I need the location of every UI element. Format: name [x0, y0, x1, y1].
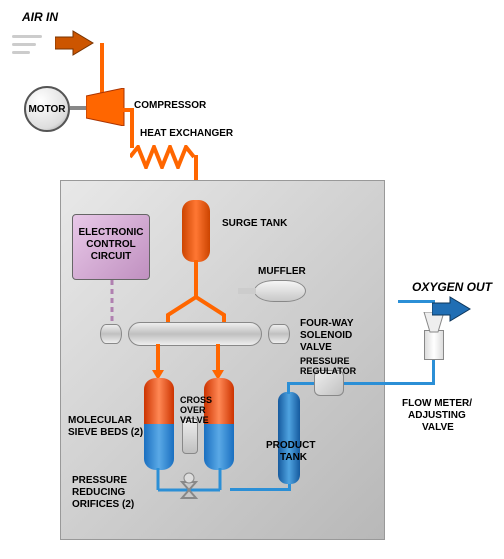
air-in-arrow-icon	[55, 28, 99, 58]
pipe-reg-flow-h	[344, 382, 434, 385]
ecc-line3: CIRCUIT	[73, 251, 149, 263]
air-in-label: AIR IN	[22, 10, 58, 24]
flow-label2: ADJUSTING	[408, 410, 466, 422]
solenoid-body	[128, 322, 262, 346]
oxygen-out-arrow-icon	[432, 294, 476, 324]
motor: MOTOR	[24, 86, 70, 132]
ecc-line1: ELECTRONIC	[73, 227, 149, 239]
compressor-label: COMPRESSOR	[134, 100, 206, 112]
pr-label2: REDUCING	[72, 487, 125, 499]
solenoid-cap-right	[268, 324, 290, 344]
sieve-label2: SIEVE BEDS (2)	[68, 427, 143, 439]
surge-tank-label: SURGE TANK	[222, 218, 287, 230]
flow-label1: FLOW METER/	[402, 398, 472, 410]
oxygen-out-label: OXYGEN OUT	[412, 280, 492, 294]
product-tank	[278, 392, 300, 484]
solenoid-label1: FOUR-WAY	[300, 318, 354, 330]
solenoid-label3: VALVE	[300, 342, 332, 354]
air-in-lines	[12, 30, 52, 60]
solenoid-label2: SOLENOID	[300, 330, 352, 342]
preg-label2: REGULATOR	[300, 366, 356, 377]
pr-label3: ORIFICES (2)	[72, 499, 134, 511]
flow-label3: VALVE	[422, 422, 454, 434]
solenoid-down-arrows-icon	[140, 344, 240, 382]
pr-label1: PRESSURE	[72, 475, 127, 487]
product-label2: TANK	[280, 452, 307, 464]
muffler-label: MUFFLER	[258, 266, 306, 278]
pipe-prod-reg-h	[287, 382, 317, 385]
muffler-stem	[238, 288, 256, 294]
solenoid-cap-left	[100, 324, 122, 344]
ecc-dashed-line	[108, 280, 116, 330]
heat-exchanger-icon	[130, 145, 200, 169]
muffler	[254, 280, 306, 302]
motor-label: MOTOR	[28, 104, 65, 115]
cov-label3: VALVE	[180, 415, 209, 426]
ecc-line2: CONTROL	[73, 239, 149, 251]
pipe-beds-product	[230, 488, 290, 491]
ecc-box: ELECTRONIC CONTROL CIRCUIT	[72, 214, 150, 280]
product-label1: PRODUCT	[266, 440, 315, 452]
pipe-comp-out-v	[130, 108, 134, 148]
sieve-label1: MOLECULAR	[68, 415, 132, 427]
sieve-bed-left	[144, 378, 174, 470]
compressor-icon	[86, 88, 126, 126]
heat-exchanger-label: HEAT EXCHANGER	[140, 128, 233, 140]
pressure-reducing-icon	[144, 468, 236, 506]
pipe-flow-arrow-h	[398, 300, 435, 303]
surge-tank	[182, 200, 210, 262]
flow-meter	[424, 330, 444, 360]
